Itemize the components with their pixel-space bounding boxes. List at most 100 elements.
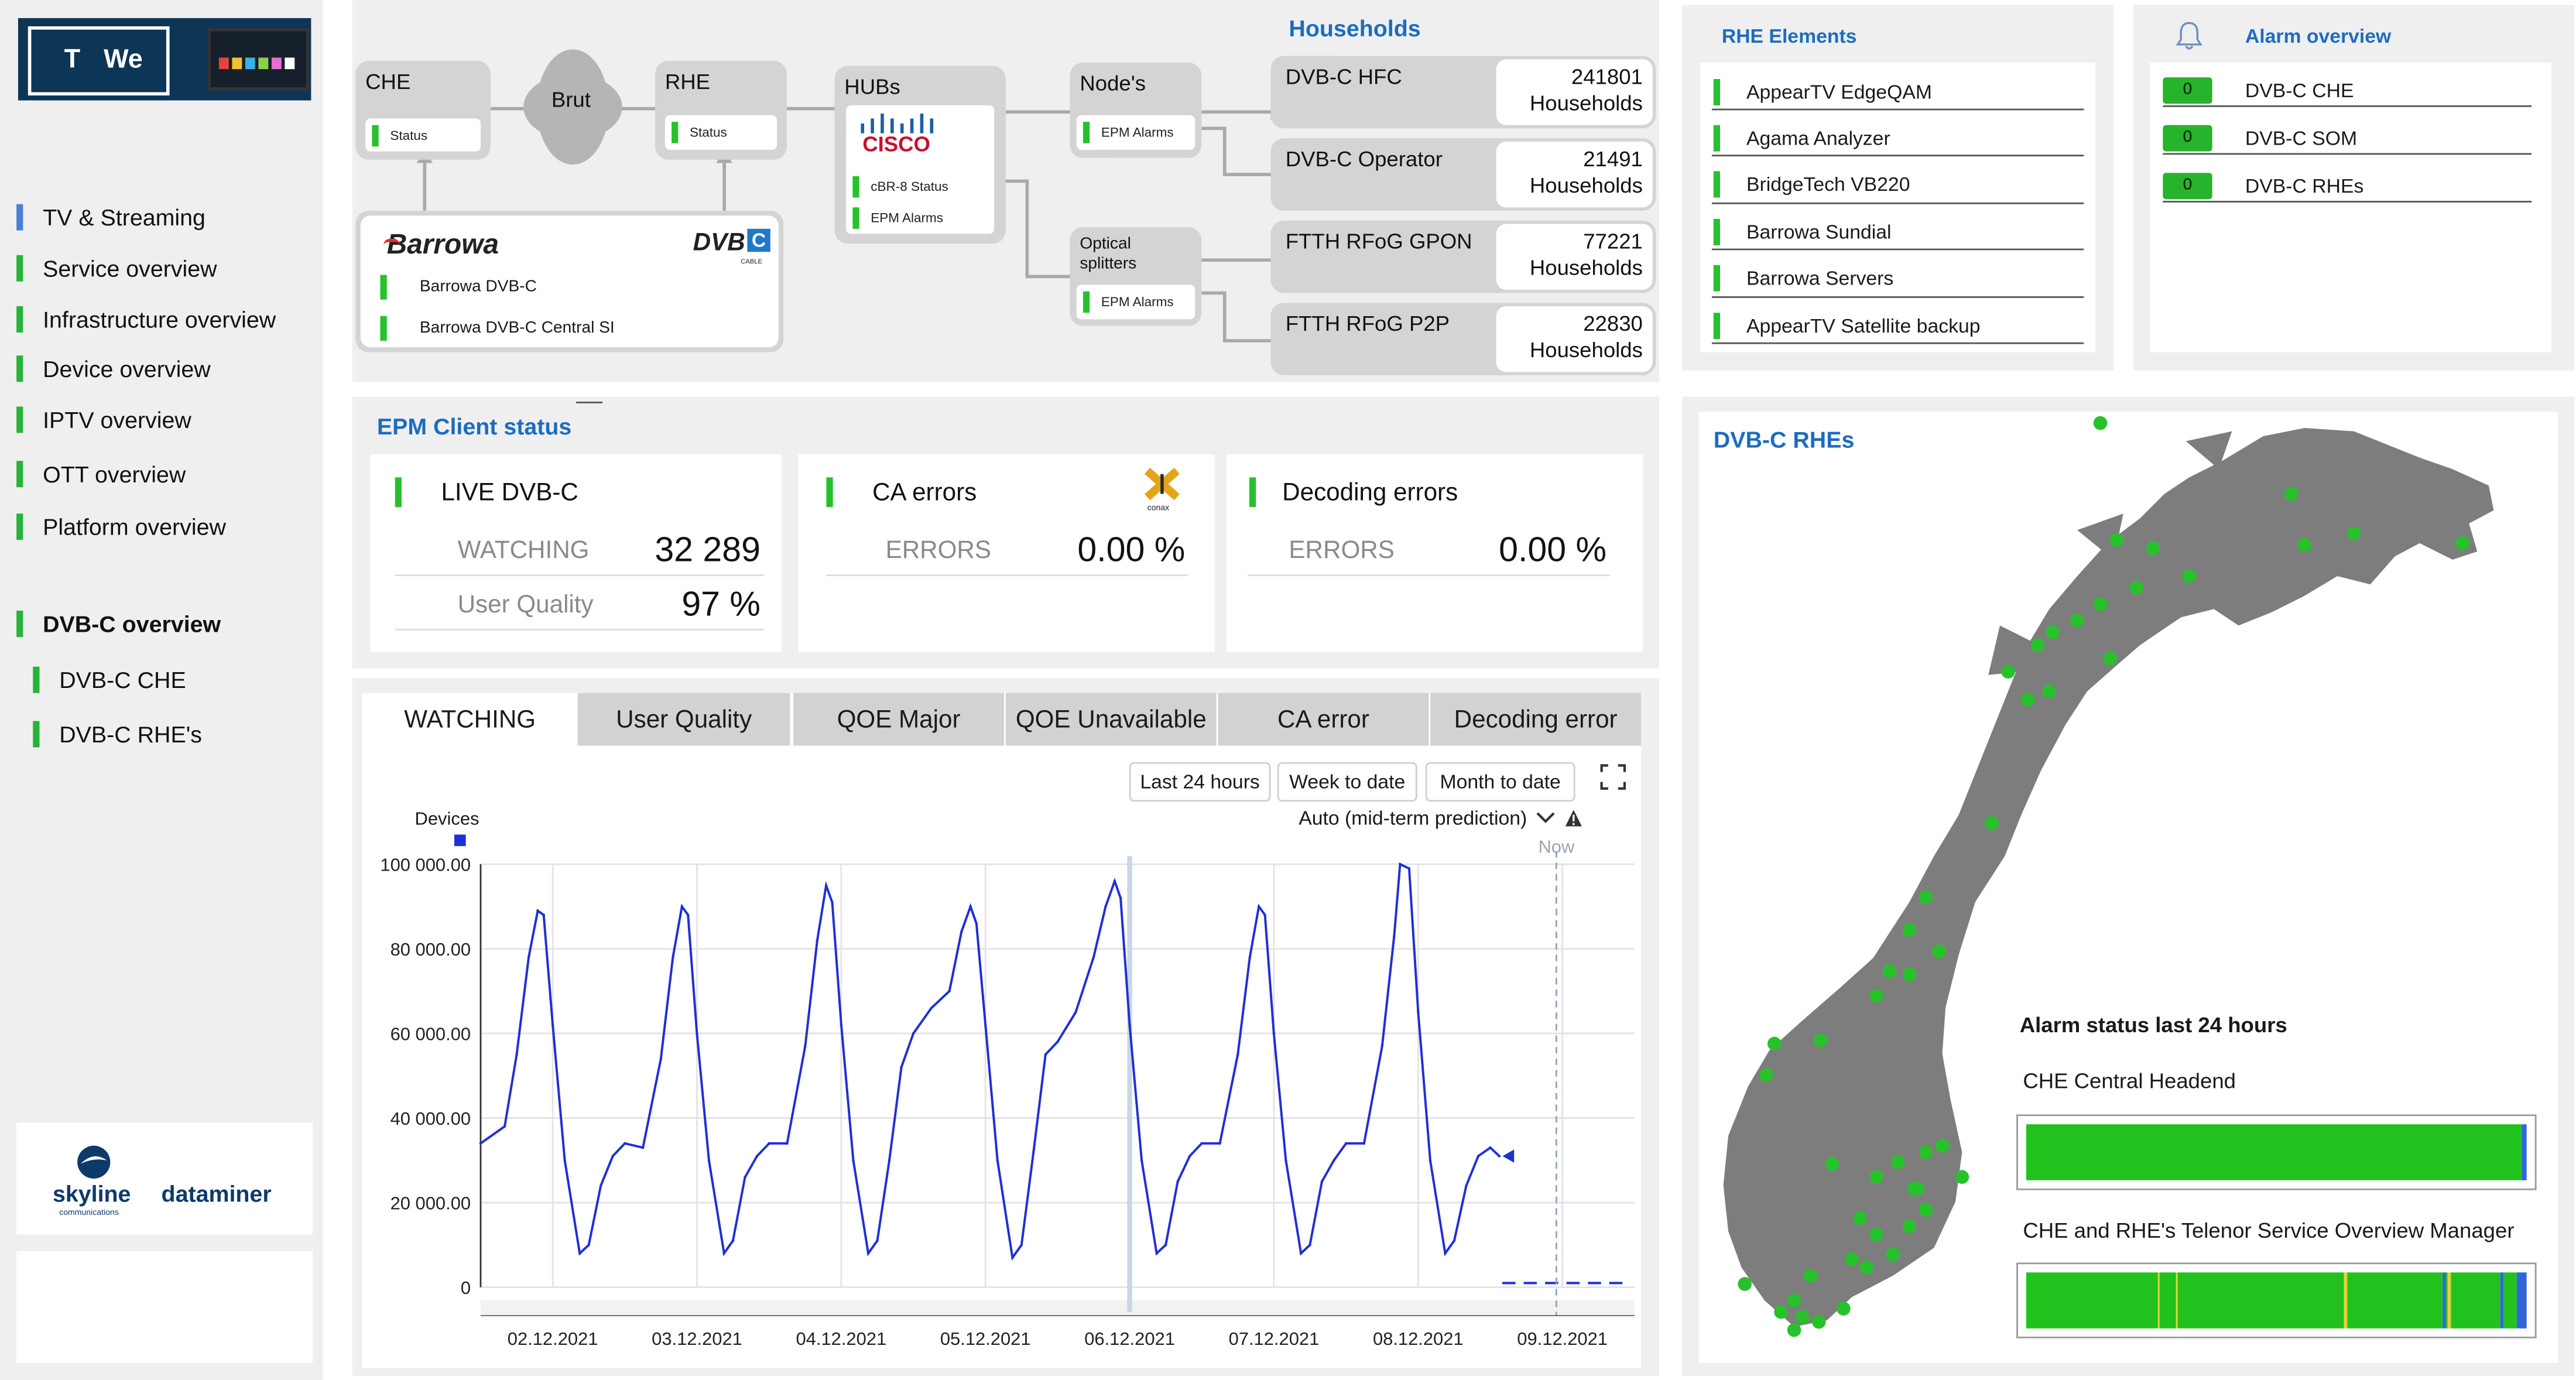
sidebar-item-device-overview[interactable]: Device overview xyxy=(16,354,211,383)
tab-user-quality[interactable]: User Quality xyxy=(577,693,790,746)
range-button-week-to-date[interactable]: Week to date xyxy=(1277,762,1417,802)
rhe-site-dot[interactable] xyxy=(1935,1138,1950,1153)
barrowa-dvbc-item[interactable]: Barrowa DVB-C xyxy=(374,275,537,300)
alarm-status-bar[interactable] xyxy=(2016,1114,2537,1190)
rhe-element-item[interactable]: BridgeTech VB220 xyxy=(1711,167,2084,204)
rhe-site-dot[interactable] xyxy=(1907,1182,1921,1196)
rhe-site-dot[interactable] xyxy=(1955,1170,1969,1184)
rhe-site-dot[interactable] xyxy=(2109,533,2124,547)
rhe-site-dot[interactable] xyxy=(2455,536,2469,550)
rhe-site-dot[interactable] xyxy=(2030,638,2045,652)
rhe-site-dot[interactable] xyxy=(1869,1170,1883,1184)
rhe-site-dot[interactable] xyxy=(1919,1203,1933,1217)
sidebar-item-dvb-c-overview[interactable]: DVB-C overview xyxy=(16,609,221,639)
rhe-site-dot[interactable] xyxy=(1803,1269,1818,1283)
rhe-site-dot[interactable] xyxy=(1813,1033,1828,1047)
sidebar-item-dvb-c-che[interactable]: DVB-C CHE xyxy=(33,665,186,695)
rhe-site-dot[interactable] xyxy=(2284,487,2298,501)
tab-decoding-error[interactable]: Decoding error xyxy=(1430,693,1642,746)
tab-qoe-major[interactable]: QOE Major xyxy=(793,693,1005,746)
alarm-overview-item[interactable]: 0 DVB-C CHE xyxy=(2163,74,2532,107)
rhe-site-dot[interactable] xyxy=(1919,890,1933,905)
rhe-site-dot[interactable] xyxy=(1886,1247,1900,1262)
rhe-site-dot[interactable] xyxy=(1825,1156,1839,1171)
rhe-site-dot[interactable] xyxy=(1738,1277,1752,1291)
rhe-status[interactable]: Status xyxy=(664,115,777,150)
rhe-site-dot[interactable] xyxy=(1853,1211,1867,1225)
rhe-site-dot[interactable] xyxy=(2020,693,2035,707)
sidebar-item-service-overview[interactable]: Service overview xyxy=(16,254,217,283)
rhe-site-dot[interactable] xyxy=(1902,1219,1917,1234)
alarm-overview-item[interactable]: 0 DVB-C SOM xyxy=(2163,122,2532,155)
rhe-node[interactable]: RHE Status xyxy=(655,61,787,160)
splitters-node[interactable]: Optical splitters EPM Alarms xyxy=(1070,227,1202,326)
che-status[interactable]: Status xyxy=(365,118,481,152)
nodes-alarms[interactable]: EPM Alarms xyxy=(1076,115,1195,150)
rhe-element-item[interactable]: AppearTV EdgeQAM xyxy=(1711,74,2084,111)
rhe-site-dot[interactable] xyxy=(1985,816,1999,830)
range-button-last-24-hours[interactable]: Last 24 hours xyxy=(1129,762,1271,802)
rhe-element-item[interactable]: AppearTV Satellite backup xyxy=(1711,308,2084,344)
rhe-site-dot[interactable] xyxy=(1932,944,1946,958)
alarm-overview-item[interactable]: 0 DVB-C RHEs xyxy=(2163,170,2532,203)
sidebar-item-infrastructure-overview[interactable]: Infrastructure overview xyxy=(16,304,276,334)
rhe-site-dot[interactable] xyxy=(2093,597,2108,611)
hubs-cbr8-status[interactable]: cBR-8 Status xyxy=(846,176,948,198)
rhe-site-dot[interactable] xyxy=(1845,1252,1859,1266)
rhe-site-dot[interactable] xyxy=(1811,1314,1826,1329)
rhe-site-dot[interactable] xyxy=(1774,1304,1788,1319)
rhe-site-dot[interactable] xyxy=(2103,651,2118,666)
households-row[interactable]: FTTH RFoG GPON 77221 Households xyxy=(1270,220,1656,293)
households-row[interactable]: DVB-C HFC 241801 Households xyxy=(1270,56,1656,129)
rhe-site-dot[interactable] xyxy=(1919,1145,1933,1159)
rhe-site-dot[interactable] xyxy=(1787,1323,1801,1337)
tab-watching[interactable]: WATCHING xyxy=(365,693,575,746)
rhe-site-dot[interactable] xyxy=(2093,416,2108,430)
rhe-site-dot[interactable] xyxy=(1869,989,1883,1003)
rhe-site-dot[interactable] xyxy=(2182,569,2197,583)
rhe-element-item[interactable]: Barrowa Sundial xyxy=(1711,214,2084,251)
rhe-site-dot[interactable] xyxy=(1795,1310,1810,1324)
data-point xyxy=(1140,1159,1143,1162)
rhe-site-dot[interactable] xyxy=(2001,665,2015,679)
rhe-element-item[interactable]: Barrowa Servers xyxy=(1711,261,2084,297)
sidebar-item-iptv-overview[interactable]: IPTV overview xyxy=(16,405,191,435)
tab-ca-error[interactable]: CA error xyxy=(1218,693,1429,746)
sidebar-item-platform-overview[interactable]: Platform overview xyxy=(16,512,226,542)
rhe-element-item[interactable]: Agama Analyzer xyxy=(1711,121,2084,157)
rhe-site-dot[interactable] xyxy=(2129,580,2144,595)
households-row[interactable]: DVB-C Operator 21491 Households xyxy=(1270,138,1656,211)
rhe-site-dot[interactable] xyxy=(1869,1227,1883,1242)
rhe-site-dot[interactable] xyxy=(2042,684,2057,698)
households-row[interactable]: FTTH RFoG P2P 22830 Households xyxy=(1270,303,1656,376)
splitters-alarms[interactable]: EPM Alarms xyxy=(1076,285,1195,320)
rhe-site-dot[interactable] xyxy=(2297,537,2311,552)
rhe-site-dot[interactable] xyxy=(2347,526,2361,540)
tab-qoe-unavailable[interactable]: QOE Unavailable xyxy=(1005,693,1217,746)
range-button-month-to-date[interactable]: Month to date xyxy=(1425,762,1575,802)
rhe-site-dot[interactable] xyxy=(1882,964,1897,978)
sidebar-item-dvb-c-rhe-s[interactable]: DVB-C RHE's xyxy=(33,720,202,749)
barrowa-node[interactable]: Barrowa DVB C CABLE Barrowa DVB-C Barrow… xyxy=(355,210,784,352)
rhe-site-dot[interactable] xyxy=(1767,1036,1782,1051)
rhe-site-dot[interactable] xyxy=(1787,1293,1801,1307)
hubs-node[interactable]: HUBs CISCO cBR-8 Status EPM Alarms xyxy=(834,66,1006,244)
rhe-site-dot[interactable] xyxy=(2146,541,2160,556)
hubs-epm-alarms[interactable]: EPM Alarms xyxy=(846,207,943,229)
rhe-site-dot[interactable] xyxy=(1759,1068,1773,1082)
che-node[interactable]: CHE Status xyxy=(355,61,491,160)
rhe-site-dot[interactable] xyxy=(1902,923,1917,937)
rhe-site-dot[interactable] xyxy=(1902,967,1917,982)
fullscreen-icon[interactable] xyxy=(1600,764,1626,790)
rhe-site-dot[interactable] xyxy=(1890,1155,1905,1169)
rhe-site-dot[interactable] xyxy=(2070,614,2084,628)
sidebar-item-tv-streaming[interactable]: TV & Streaming xyxy=(16,203,205,232)
barrowa-central-si-item[interactable]: Barrowa DVB-C Central SI xyxy=(374,316,615,341)
sidebar-item-ott-overview[interactable]: OTT overview xyxy=(16,459,186,489)
alarm-status-bar[interactable] xyxy=(2016,1262,2537,1338)
rhe-site-dot[interactable] xyxy=(1837,1302,1851,1316)
rhe-site-dot[interactable] xyxy=(1859,1261,1874,1275)
prediction-dropdown[interactable]: Auto (mid-term prediction) xyxy=(1299,807,1583,830)
nodes-node[interactable]: Node's EPM Alarms xyxy=(1070,62,1202,158)
rhe-site-dot[interactable] xyxy=(2046,625,2060,639)
